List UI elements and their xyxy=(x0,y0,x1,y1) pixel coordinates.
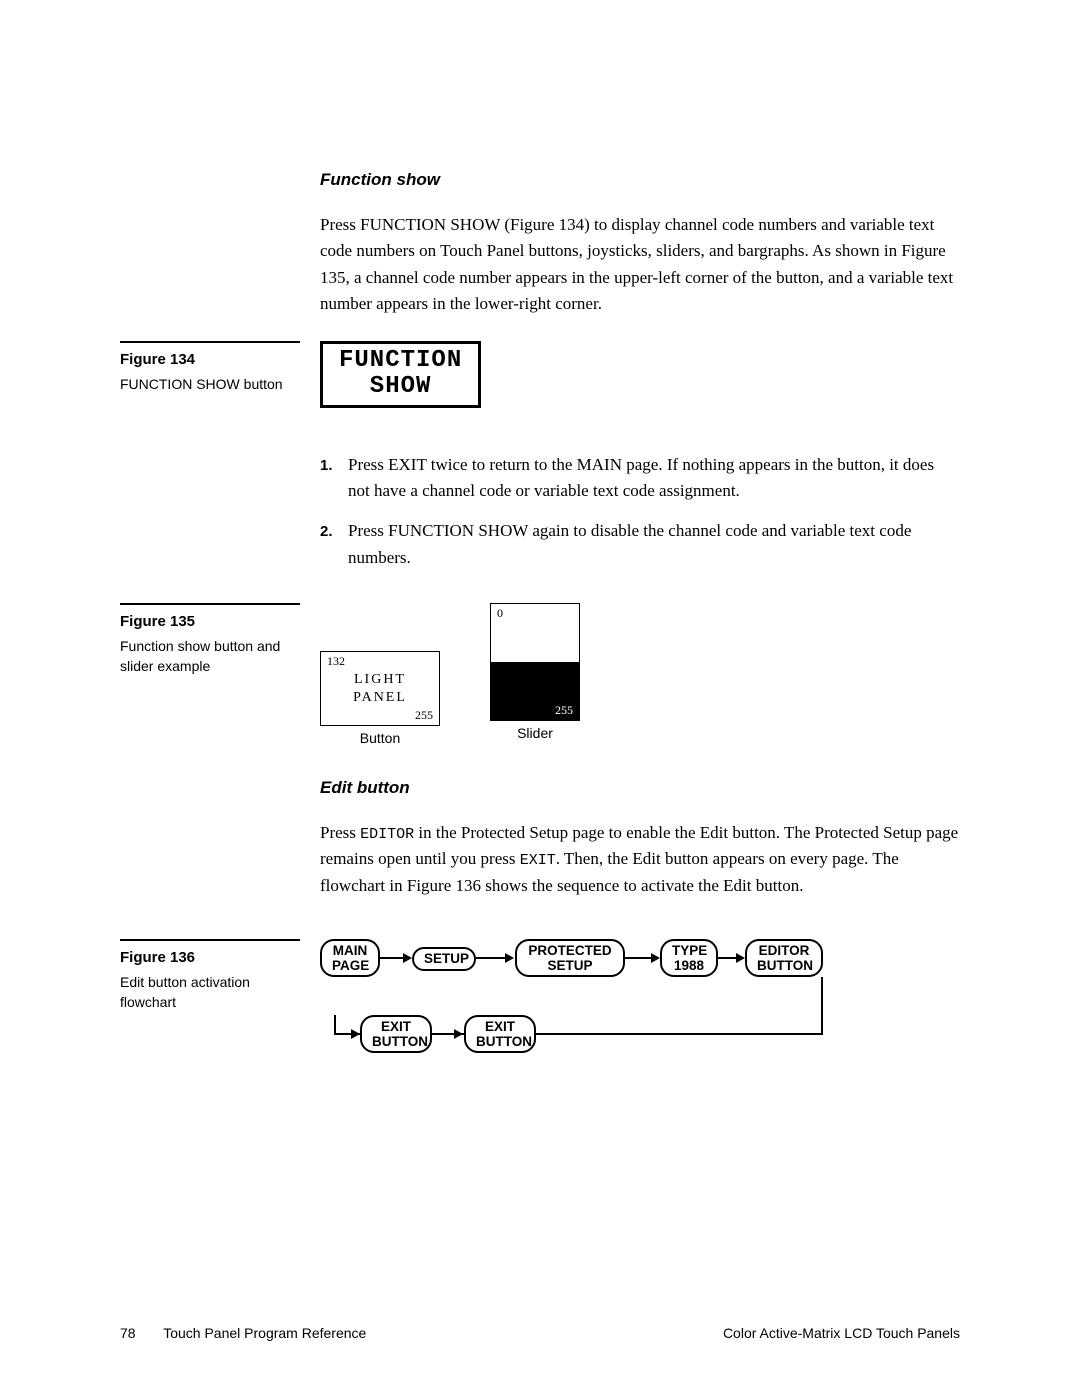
vartext-code: 255 xyxy=(555,703,573,718)
node-type-1988: TYPE 1988 xyxy=(660,939,718,977)
steps-list: 1. Press EXIT twice to return to the MAI… xyxy=(320,452,960,571)
step-number: 1. xyxy=(320,452,348,505)
button-label-l1: LIGHT xyxy=(321,671,439,689)
paragraph-function-show: Press FUNCTION SHOW (Figure 134) to disp… xyxy=(320,212,960,317)
example-button: 132 LIGHT PANEL 255 xyxy=(320,651,440,726)
sub-caption-button: Button xyxy=(320,730,440,746)
editor-keyword: EDITOR xyxy=(360,826,414,843)
footer-left: Touch Panel Program Reference xyxy=(163,1325,366,1341)
exit-keyword: EXIT xyxy=(520,852,556,869)
button-label-l2: PANEL xyxy=(321,689,439,707)
channel-code: 0 xyxy=(497,606,503,621)
figure-caption-136: Edit button activation flowchart xyxy=(120,972,300,1013)
figure-label-136: Figure 136 xyxy=(120,939,300,966)
footer-right: Color Active-Matrix LCD Touch Panels xyxy=(723,1325,960,1341)
figure-label-134: Figure 134 xyxy=(120,341,300,368)
node-exit-button-2: EXIT BUTTON xyxy=(464,1015,536,1053)
step-item: 1. Press EXIT twice to return to the MAI… xyxy=(320,452,960,505)
figure-caption-135: Function show button and slider example xyxy=(120,636,300,677)
node-main-page: MAIN PAGE xyxy=(320,939,380,977)
page-number: 78 xyxy=(120,1325,136,1341)
function-show-line1: FUNCTION xyxy=(339,348,462,373)
paragraph-edit-button: Press EDITOR in the Protected Setup page… xyxy=(320,820,960,899)
heading-edit-button: Edit button xyxy=(320,778,960,798)
page-footer: 78 Touch Panel Program Reference Color A… xyxy=(120,1325,960,1341)
heading-function-show: Function show xyxy=(320,170,960,190)
step-number: 2. xyxy=(320,518,348,571)
node-setup: SETUP xyxy=(412,947,476,971)
figure-caption-134: FUNCTION SHOW button xyxy=(120,374,300,394)
vartext-code: 255 xyxy=(321,708,439,725)
function-show-line2: SHOW xyxy=(339,374,462,399)
function-show-button: FUNCTION SHOW xyxy=(320,341,481,407)
channel-code: 132 xyxy=(321,652,439,669)
node-protected-setup: PROTECTED SETUP xyxy=(515,939,625,977)
node-editor-button: EDITOR BUTTON xyxy=(745,939,823,977)
step-text: Press FUNCTION SHOW again to disable the… xyxy=(348,518,960,571)
example-slider: 0 255 xyxy=(490,603,580,721)
step-text: Press EXIT twice to return to the MAIN p… xyxy=(348,452,960,505)
figure-136-flowchart: MAIN PAGE SETUP PROTECTED SETUP TYPE 198… xyxy=(320,939,910,1059)
figure-label-135: Figure 135 xyxy=(120,603,300,630)
figure-135: 132 LIGHT PANEL 255 Button 0 255 Slider xyxy=(320,603,960,746)
node-exit-button-1: EXIT BUTTON xyxy=(360,1015,432,1053)
sub-caption-slider: Slider xyxy=(490,725,580,741)
step-item: 2. Press FUNCTION SHOW again to disable … xyxy=(320,518,960,571)
